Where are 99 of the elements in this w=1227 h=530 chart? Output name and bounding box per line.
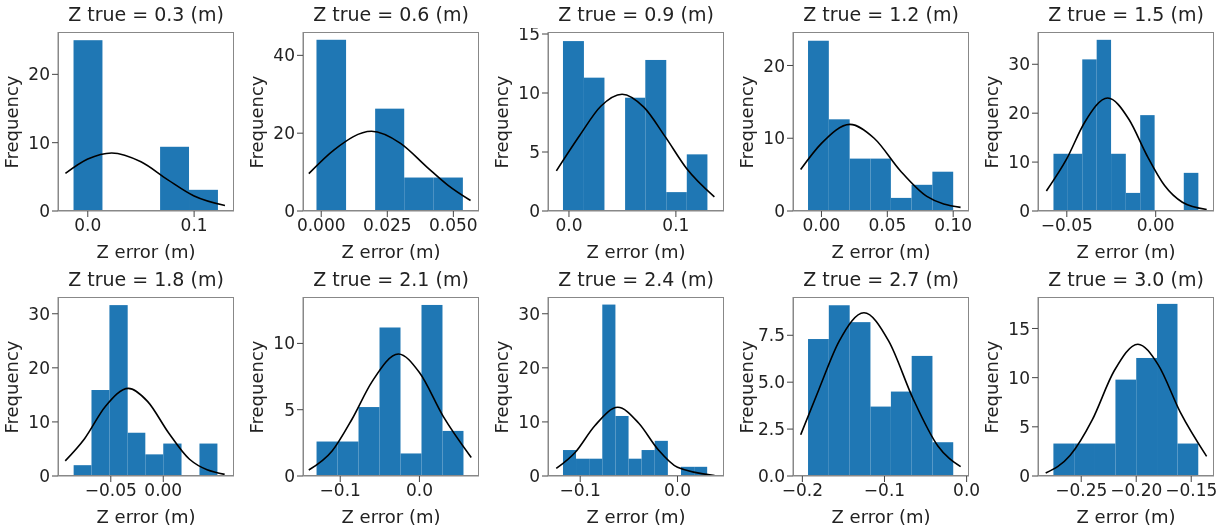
x-tick-label: 0.1 xyxy=(662,215,690,236)
x-axis-title: Z error (m) xyxy=(585,241,687,263)
line-series xyxy=(64,152,226,207)
chart-title: Z true = 2.7 (m) xyxy=(802,267,960,292)
y-tick-label: 10 xyxy=(1008,152,1030,173)
y-tick-label: 0 xyxy=(284,201,295,222)
x-tick-label: −0.1 xyxy=(863,480,906,501)
y-tick-label: 10 xyxy=(518,411,540,432)
y-tick-label: 10 xyxy=(273,333,295,354)
x-tick-label: −0.05 xyxy=(84,480,137,501)
y-tick-label: 0 xyxy=(529,201,540,222)
y-tick-label: 30 xyxy=(1008,54,1030,75)
line-series xyxy=(799,123,962,209)
chart-title: Z true = 1.5 (m) xyxy=(1047,2,1205,27)
x-tick-label: 0.025 xyxy=(362,215,412,236)
line-series xyxy=(1044,343,1208,474)
x-tick-label: −0.05 xyxy=(1040,215,1093,236)
chart-title: Z true = 3.0 (m) xyxy=(1047,267,1205,292)
x-axis-title: Z error (m) xyxy=(95,506,197,528)
y-tick-label: 10 xyxy=(763,128,785,149)
line-series xyxy=(555,93,716,198)
y-tick-label: 15 xyxy=(1008,318,1030,339)
y-tick-label: 5 xyxy=(284,399,295,420)
x-tick-label: 0.1 xyxy=(180,215,208,236)
x-tick-label: 0.00 xyxy=(802,215,841,236)
x-axis-title: Z error (m) xyxy=(95,241,197,263)
line-series xyxy=(307,353,473,471)
x-axis-title: Z error (m) xyxy=(585,506,687,528)
y-tick-label: 5 xyxy=(1019,416,1030,437)
y-axis-title: Frequency xyxy=(1,340,23,433)
y-tick-label: 10 xyxy=(518,83,540,104)
chart-title: Z true = 2.1 (m) xyxy=(312,267,470,292)
chart-title: Z true = 0.3 (m) xyxy=(67,2,225,27)
x-axis-title: Z error (m) xyxy=(340,506,442,528)
chart-title: Z true = 2.4 (m) xyxy=(557,267,715,292)
y-tick-label: 0 xyxy=(774,201,785,222)
x-tick-label: 0.05 xyxy=(868,215,907,236)
chart-title: Z true = 0.6 (m) xyxy=(312,2,470,27)
x-axis-title: Z error (m) xyxy=(1075,241,1177,263)
y-axis-title: Frequency xyxy=(981,340,1003,433)
x-tick-label: 0.00 xyxy=(1136,215,1175,236)
x-axis-title: Z error (m) xyxy=(830,506,932,528)
x-tick-label: 0.0 xyxy=(555,215,583,236)
y-tick-label: 0 xyxy=(39,201,50,222)
chart-title: Z true = 1.2 (m) xyxy=(802,2,960,27)
y-axis-title: Frequency xyxy=(736,75,758,168)
y-tick-label: 10 xyxy=(28,411,50,432)
y-tick-label: 7.5 xyxy=(757,325,785,346)
y-tick-label: 0 xyxy=(39,466,50,487)
y-tick-label: 40 xyxy=(273,45,295,66)
x-tick-label: −0.1 xyxy=(559,480,601,501)
y-tick-label: 30 xyxy=(28,303,50,324)
y-tick-label: 20 xyxy=(28,357,50,378)
y-tick-label: 2.5 xyxy=(757,419,785,440)
y-tick-label: 0 xyxy=(529,466,540,487)
y-tick-label: 0 xyxy=(1019,466,1030,487)
y-tick-label: 10 xyxy=(28,132,50,153)
chart-title: Z true = 0.9 (m) xyxy=(557,2,715,27)
y-tick-label: 30 xyxy=(518,303,540,324)
y-tick-label: 5.0 xyxy=(757,372,785,393)
y-tick-label: 0 xyxy=(1019,201,1030,222)
x-tick-label: 0.000 xyxy=(296,215,346,236)
y-tick-label: 20 xyxy=(28,64,50,85)
x-tick-label: 0.0 xyxy=(405,480,433,501)
x-tick-label: 0.10 xyxy=(934,215,973,236)
line-series xyxy=(1045,97,1208,211)
x-tick-label: 0.050 xyxy=(429,215,478,236)
x-tick-label: −0.25 xyxy=(1055,480,1108,501)
line-series xyxy=(64,387,226,476)
line-series xyxy=(308,130,472,202)
x-tick-label: −0.1 xyxy=(319,480,361,501)
x-tick-label: 0.0 xyxy=(663,480,692,501)
x-tick-label: 0.0 xyxy=(953,480,981,501)
x-axis-title: Z error (m) xyxy=(830,241,932,263)
y-tick-label: 20 xyxy=(1008,103,1030,124)
y-axis-title: Frequency xyxy=(1,75,23,168)
x-tick-label: 0.00 xyxy=(144,480,183,501)
y-tick-label: 5 xyxy=(529,142,540,163)
y-axis-title: Frequency xyxy=(981,75,1003,168)
x-axis-title: Z error (m) xyxy=(340,241,442,263)
line-series xyxy=(799,311,962,468)
line-series xyxy=(555,406,716,476)
y-tick-label: 20 xyxy=(518,357,540,378)
y-axis-title: Frequency xyxy=(736,340,758,433)
y-tick-label: 0 xyxy=(284,466,295,487)
x-axis-title: Z error (m) xyxy=(1075,506,1177,528)
y-tick-label: 20 xyxy=(273,123,295,144)
y-tick-label: 0.0 xyxy=(757,466,785,487)
x-tick-label: −0.20 xyxy=(1110,480,1163,501)
y-tick-label: 20 xyxy=(763,55,785,76)
y-axis-title: Frequency xyxy=(491,340,513,433)
y-tick-label: 15 xyxy=(518,24,540,45)
x-tick-label: 0.0 xyxy=(74,215,102,236)
x-tick-label: −0.15 xyxy=(1165,480,1218,501)
y-axis-title: Frequency xyxy=(246,75,268,168)
chart-title: Z true = 1.8 (m) xyxy=(67,267,225,292)
y-axis-title: Frequency xyxy=(491,75,513,168)
y-axis-title: Frequency xyxy=(246,340,268,433)
y-tick-label: 10 xyxy=(1008,367,1030,388)
